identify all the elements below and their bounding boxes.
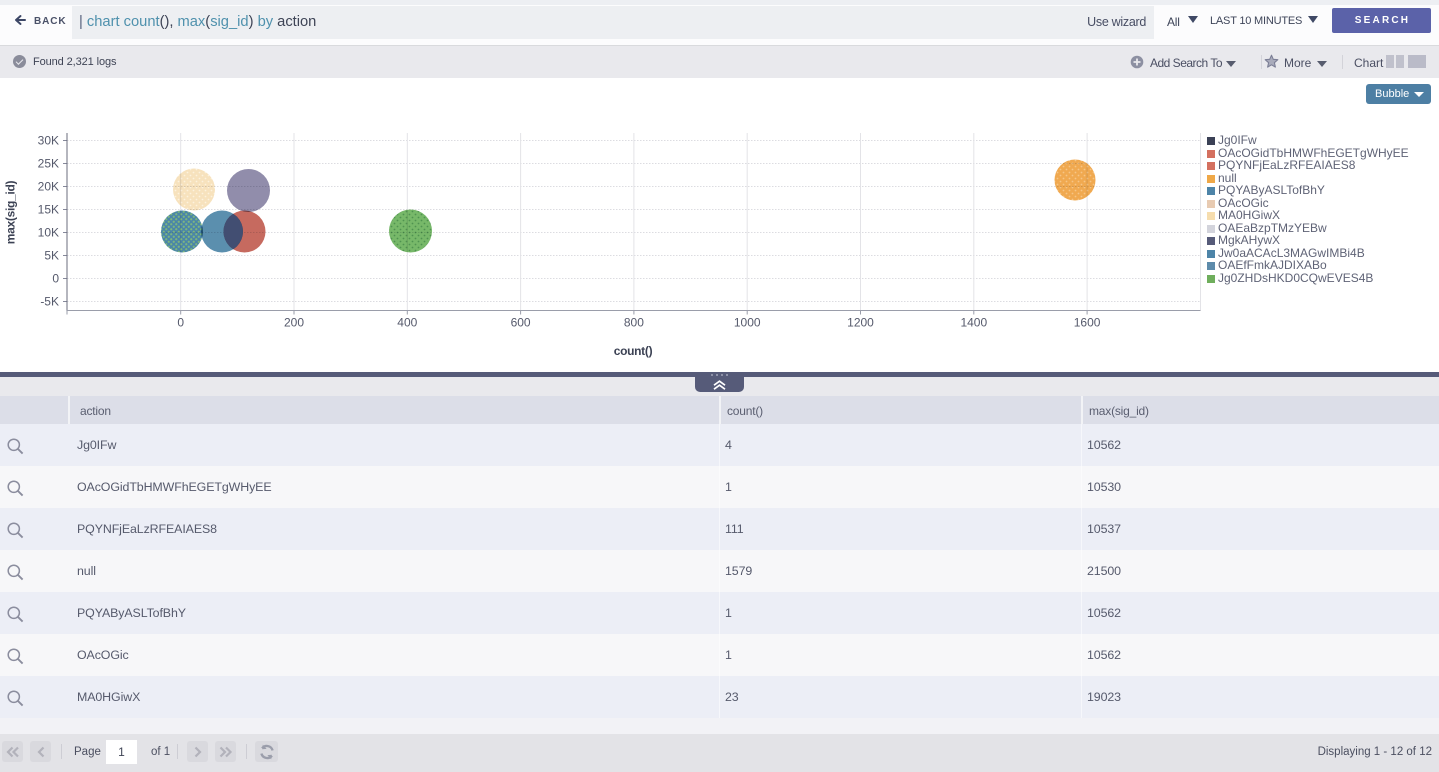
svg-text:200: 200 [284, 316, 304, 330]
svg-text:600: 600 [511, 316, 531, 330]
svg-text:-5K: -5K [40, 295, 59, 309]
svg-text:0: 0 [52, 272, 59, 286]
svg-text:30K: 30K [38, 134, 59, 148]
svg-text:800: 800 [624, 316, 644, 330]
svg-text:1600: 1600 [1074, 316, 1101, 330]
svg-text:1200: 1200 [847, 316, 874, 330]
svg-text:15K: 15K [38, 203, 59, 217]
svg-text:400: 400 [397, 316, 417, 330]
svg-text:1400: 1400 [960, 316, 987, 330]
svg-text:1000: 1000 [734, 316, 761, 330]
svg-text:25K: 25K [38, 157, 59, 171]
svg-text:10K: 10K [38, 226, 59, 240]
svg-text:20K: 20K [38, 180, 59, 194]
svg-text:0: 0 [177, 316, 184, 330]
svg-text:5K: 5K [44, 249, 59, 263]
